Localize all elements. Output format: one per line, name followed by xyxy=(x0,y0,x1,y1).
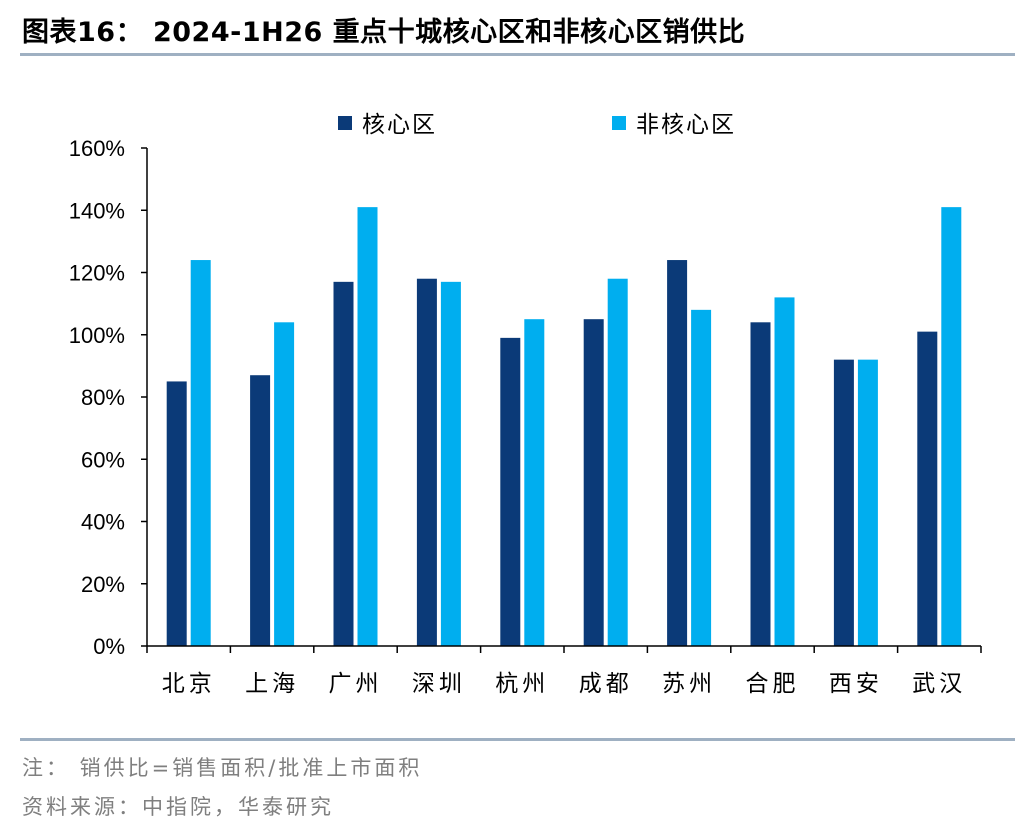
y-tick-label: 140% xyxy=(69,198,125,223)
y-tick-label: 20% xyxy=(81,572,125,597)
bar-noncore xyxy=(440,281,461,646)
chart-title: 图表16： 2024-1H26 重点十城核心区和非核心区销供比 xyxy=(22,17,746,48)
x-tick-label: 上海 xyxy=(245,671,299,697)
bar-core xyxy=(917,331,938,646)
x-tick-label: 杭州 xyxy=(495,671,549,697)
bar-noncore xyxy=(941,207,962,646)
bar-core xyxy=(583,319,604,646)
y-tick-label: 0% xyxy=(93,634,125,659)
bar-noncore xyxy=(524,319,545,646)
bar-noncore xyxy=(774,297,795,646)
bar-noncore xyxy=(857,359,878,646)
footer-divider xyxy=(20,738,1015,741)
bar-noncore xyxy=(274,322,295,646)
y-tick-label: 40% xyxy=(81,510,125,535)
bar-core xyxy=(333,281,354,646)
x-tick-label: 西安 xyxy=(829,671,883,697)
bar-core xyxy=(750,322,771,646)
y-tick-label: 160% xyxy=(69,136,125,161)
header-divider xyxy=(20,53,1015,56)
bar-noncore xyxy=(691,309,712,646)
x-tick-label: 成都 xyxy=(579,671,633,697)
legend-swatch xyxy=(612,116,626,130)
y-tick-label: 100% xyxy=(69,323,125,348)
x-tick-label: 广州 xyxy=(329,671,383,697)
legend-label: 非核心区 xyxy=(636,112,736,138)
y-tick-label: 80% xyxy=(81,385,125,410)
bar-noncore xyxy=(607,278,628,646)
x-tick-label: 北京 xyxy=(162,671,216,697)
bar-core xyxy=(500,337,521,646)
legend: 核心区 非核心区 xyxy=(338,112,736,138)
bars xyxy=(166,207,962,646)
source-note: 资料来源：中指院，华泰研究 xyxy=(22,795,334,819)
bar-core xyxy=(833,359,854,646)
footnote: 注： 销供比=销售面积/批准上市面积 xyxy=(22,756,423,780)
bar-noncore xyxy=(190,260,211,646)
bar-core xyxy=(667,260,688,646)
y-tick-label: 120% xyxy=(69,261,125,286)
bar-core xyxy=(416,278,437,646)
bar-noncore xyxy=(357,207,378,646)
bar-chart: 核心区 非核心区 0% 20% 40% 60% 80% 100% 120% 140% 160% 北京… xyxy=(69,112,982,697)
x-tick-label: 武汉 xyxy=(912,671,966,697)
legend-swatch xyxy=(338,116,352,130)
x-tick-label: 深圳 xyxy=(412,671,466,697)
bar-core xyxy=(250,375,271,646)
x-tick-label: 苏州 xyxy=(662,671,716,697)
axes: 0% 20% 40% 60% 80% 100% 120% 140% 160% 北京 上海 广州 深圳 杭州… xyxy=(69,136,982,697)
legend-label: 核心区 xyxy=(362,112,437,138)
bar-core xyxy=(166,381,187,646)
x-tick-label: 合肥 xyxy=(746,671,800,697)
y-tick-label: 60% xyxy=(81,447,125,472)
